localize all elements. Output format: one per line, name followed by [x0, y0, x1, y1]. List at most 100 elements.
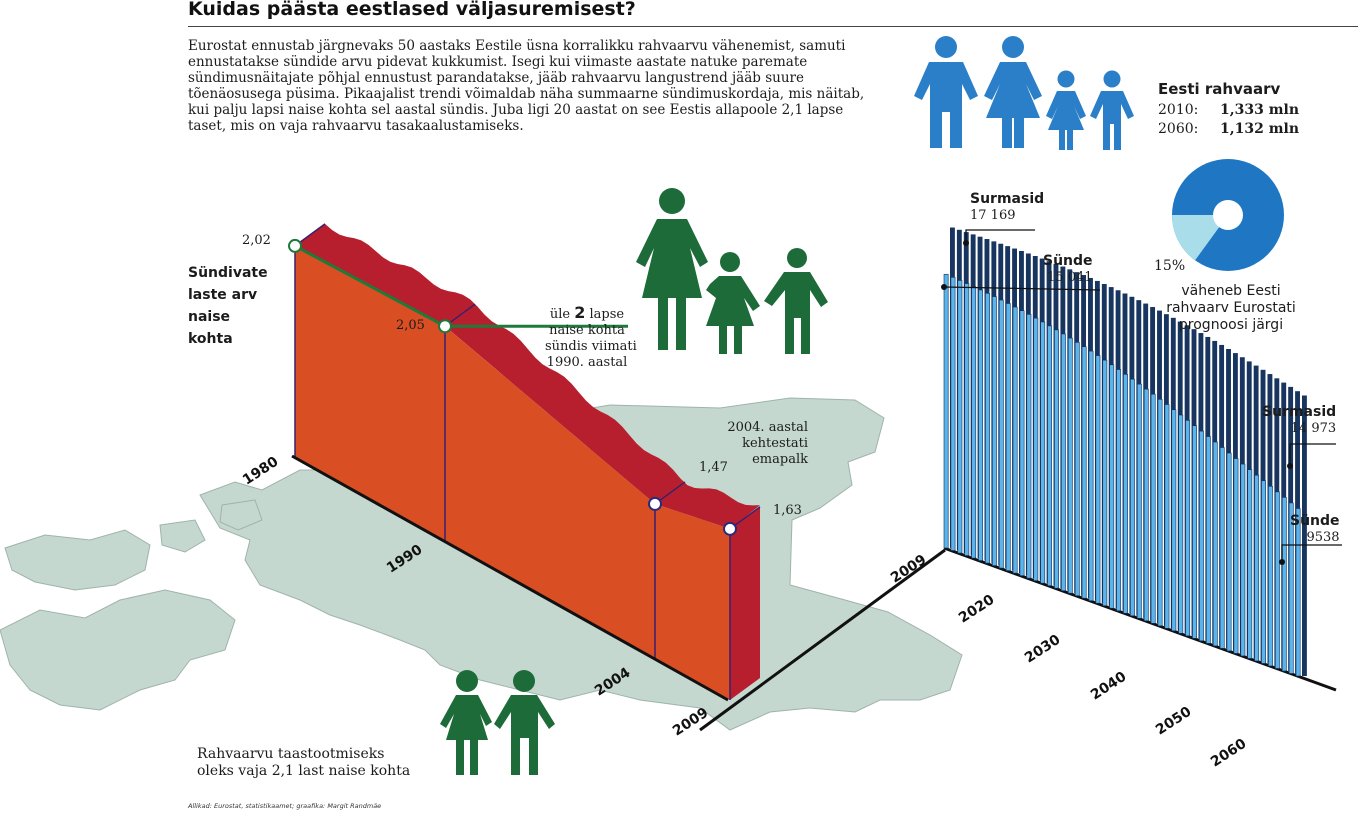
- births-bar: [1054, 329, 1059, 589]
- fertility-side-face: [730, 506, 760, 700]
- map-hiiumaa: [4, 529, 151, 591]
- marker-deaths-start: [963, 240, 969, 246]
- man-icon: [494, 670, 555, 775]
- page-title: Kuidas päästa eestlased väljasuremisest?: [188, 0, 636, 20]
- births-bar: [1185, 420, 1191, 637]
- fertility-axis: [291, 454, 729, 702]
- pie-percent-label: 15%: [1154, 258, 1186, 274]
- callout-1990: üle 2 lapse naise kohta sündis viimati 1…: [545, 303, 637, 370]
- fertility-trend-line: [294, 244, 446, 328]
- births-bar: [1171, 409, 1177, 632]
- births-deaths-chart: [943, 227, 1307, 677]
- family-icon-blue: [914, 36, 1134, 150]
- deaths-end-label: Surmasid 14 973: [1262, 404, 1337, 436]
- births-bar: [1033, 317, 1039, 581]
- births-bar: [1247, 469, 1253, 659]
- decline-pie: [1172, 159, 1284, 271]
- fertility-point-2009: [723, 521, 737, 536]
- births-bar: [1288, 502, 1294, 674]
- map-saaremaa: [0, 589, 236, 711]
- family-icon-green: [636, 188, 828, 354]
- intro-paragraph: Eurostat ennustab järgnevaks 50 aastaks …: [188, 38, 865, 134]
- fertility-point-1980: [288, 238, 302, 253]
- fertility-chart: [288, 223, 761, 700]
- fertility-point-1990: [438, 319, 452, 334]
- decline-text: väheneb Eesti rahvaarv Eurostati prognoo…: [1166, 283, 1296, 333]
- fertility-front-face: [295, 245, 730, 700]
- births-bar: [1274, 491, 1280, 669]
- births-axis: [943, 546, 1337, 692]
- callout-bold-number: 2: [574, 303, 586, 322]
- timeline-connector: [699, 548, 946, 732]
- births-bar: [1088, 350, 1094, 602]
- births-bar: [1261, 480, 1266, 664]
- population-row-2010: 2010: 1,333 mln: [1158, 102, 1300, 118]
- leader-deaths-start: [965, 229, 1035, 243]
- births-bar: [1254, 474, 1260, 662]
- births-bar: [1095, 355, 1101, 604]
- couple-icon-green: [440, 670, 555, 775]
- births-bar: [985, 292, 990, 564]
- births-bar: [950, 277, 956, 551]
- births-bar: [1130, 378, 1135, 617]
- pie-hole: [1213, 200, 1243, 230]
- source-credit: Allikad: Eurostat, statistikaamet; graaf…: [188, 802, 382, 810]
- fertility-label-line: laste arv: [188, 287, 258, 303]
- fertility-label-line: Sündivate: [188, 265, 268, 281]
- girl-icon: [1046, 70, 1086, 150]
- births-bar: [964, 283, 970, 556]
- births-bar: [1116, 369, 1122, 612]
- marker-births-start: [941, 284, 947, 290]
- value-label-2004: 1,47: [699, 460, 728, 475]
- births-bar: [1081, 346, 1087, 599]
- births-bar: [1212, 441, 1218, 647]
- marker-births-end: [1279, 559, 1285, 565]
- births-bar: [1019, 310, 1025, 576]
- births-end-label: Sünde 9538: [1290, 513, 1340, 545]
- woman-icon: [636, 188, 708, 350]
- births-bar: [1157, 399, 1163, 627]
- births-bar: [992, 296, 997, 566]
- leader-births-end: [1281, 544, 1342, 562]
- births-bar: [971, 286, 977, 559]
- births-bar: [1123, 374, 1128, 614]
- fertility-top-surface: [295, 223, 760, 529]
- births-bar: [1012, 306, 1018, 574]
- births-bar: [1150, 393, 1156, 624]
- population-row-2060: 2060: 1,132 mln: [1158, 121, 1300, 137]
- births-bar: [1143, 388, 1149, 622]
- births-bar: [1047, 325, 1053, 586]
- boy-icon: [764, 248, 828, 354]
- population-heading: Eesti rahvaarv: [1158, 80, 1281, 98]
- births-bar: [1281, 497, 1287, 672]
- map-islet-2: [219, 499, 263, 531]
- births-bar: [1040, 321, 1046, 584]
- births-bar: [1240, 463, 1246, 657]
- births-bar: [1109, 364, 1115, 609]
- leader-births-start: [943, 286, 1101, 291]
- callout-2004: 2004. aastal kehtestati emapalk: [727, 420, 808, 467]
- leader-deaths-end: [1289, 443, 1336, 466]
- births-bar: [1295, 508, 1301, 677]
- births-bar: [1178, 414, 1184, 634]
- deaths-start-label: Surmasid 17 169: [970, 191, 1045, 223]
- value-label-1990: 2,05: [396, 318, 425, 333]
- births-bar: [1136, 383, 1142, 619]
- value-label-2009: 1,63: [773, 503, 802, 518]
- woman-icon: [440, 670, 492, 775]
- fertility-point-2004: [648, 496, 662, 511]
- fertility-label: Sündivate laste arv naise kohta: [188, 262, 268, 350]
- births-start-label: Sünde 15 041: [1043, 253, 1093, 285]
- woman-icon: [984, 36, 1042, 148]
- population-box: Eesti rahvaarv 2010: 1,333 mln 2060: 1,132…: [1158, 80, 1299, 137]
- map-islet-1: [159, 519, 206, 553]
- births-bar: [1074, 342, 1080, 596]
- fertility-label-line: kohta: [188, 331, 233, 347]
- title-divider: [188, 26, 1358, 27]
- births-bar: [1026, 314, 1032, 579]
- replacement-note: Rahvaarvu taastootmiseks oleks vaja 2,1 …: [197, 746, 411, 779]
- births-bar: [1067, 337, 1073, 594]
- births-bar: [1205, 436, 1211, 644]
- births-bars: [943, 273, 1301, 677]
